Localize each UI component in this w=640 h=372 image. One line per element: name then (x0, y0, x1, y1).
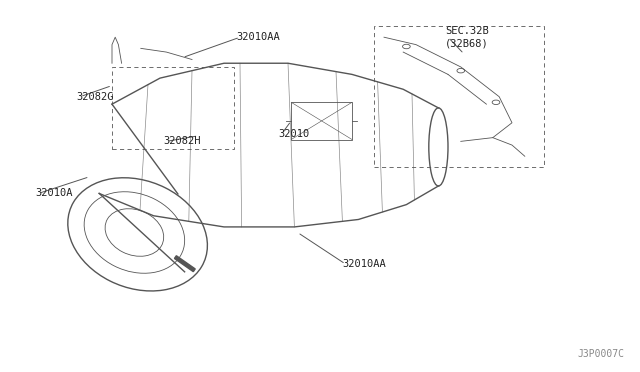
Text: 32010A: 32010A (35, 189, 73, 198)
Bar (112, 67, 234, 149)
Bar (175, 256, 195, 272)
Text: 32082G: 32082G (77, 92, 115, 102)
Text: 32010AA: 32010AA (342, 259, 386, 269)
Text: 32082H: 32082H (163, 137, 201, 146)
Bar (291, 102, 352, 140)
Text: 32010AA: 32010AA (237, 32, 280, 42)
Text: J3P0007C: J3P0007C (577, 349, 624, 359)
Bar (374, 26, 544, 167)
Text: 32010: 32010 (278, 129, 310, 139)
Text: SEC.32B
(32B68): SEC.32B (32B68) (445, 26, 488, 48)
